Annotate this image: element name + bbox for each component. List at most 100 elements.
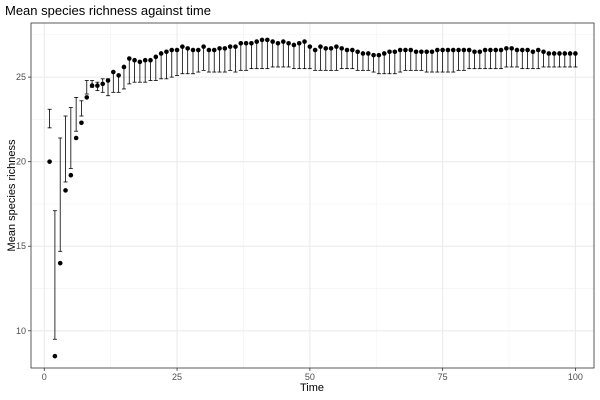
data-point xyxy=(493,47,499,53)
y-axis-label: Mean species richness xyxy=(6,139,18,251)
data-point xyxy=(546,51,552,56)
plot-panel xyxy=(31,23,594,368)
data-point xyxy=(259,37,265,43)
x-axis-label: Time xyxy=(300,382,324,394)
data-point xyxy=(132,57,137,63)
data-point xyxy=(63,188,68,193)
data-point xyxy=(392,49,398,55)
data-point xyxy=(551,51,557,56)
data-point xyxy=(84,95,90,100)
x-tick-label: 0 xyxy=(42,372,47,382)
data-point xyxy=(525,47,530,53)
data-point xyxy=(323,46,329,51)
data-point xyxy=(339,46,345,51)
data-point xyxy=(371,52,376,58)
data-point xyxy=(185,46,190,51)
data-point xyxy=(286,40,291,46)
data-point xyxy=(440,47,445,53)
data-point xyxy=(79,120,84,126)
data-point xyxy=(429,49,435,55)
data-point xyxy=(111,69,116,75)
data-point xyxy=(482,47,488,53)
data-point xyxy=(403,47,408,53)
data-point xyxy=(57,260,63,266)
data-point xyxy=(206,47,212,53)
data-point xyxy=(52,353,58,359)
data-point xyxy=(291,42,297,48)
y-tick-label: 10 xyxy=(16,326,26,336)
data-point xyxy=(265,37,270,43)
data-point xyxy=(270,39,275,44)
data-point xyxy=(541,49,546,55)
data-point xyxy=(211,47,217,53)
data-point xyxy=(47,159,52,164)
data-point xyxy=(190,47,196,53)
data-point xyxy=(227,44,233,49)
data-point xyxy=(318,44,323,49)
y-tick-label: 25 xyxy=(16,72,26,82)
data-point xyxy=(312,47,318,53)
data-point xyxy=(174,47,180,53)
data-point xyxy=(169,47,175,53)
data-point xyxy=(413,49,419,55)
data-point xyxy=(142,57,148,63)
chart-title: Mean species richness against time xyxy=(5,3,211,18)
data-point xyxy=(466,47,472,53)
data-point xyxy=(158,51,164,56)
data-points xyxy=(47,37,578,359)
data-point xyxy=(419,49,424,55)
data-point xyxy=(477,49,483,55)
y-tick-label: 20 xyxy=(16,157,26,167)
grid-lines xyxy=(31,23,594,368)
data-point xyxy=(296,40,302,46)
data-point xyxy=(472,49,477,55)
data-point xyxy=(519,47,525,53)
data-point xyxy=(217,46,222,51)
data-point xyxy=(376,52,382,58)
data-point xyxy=(148,57,153,63)
data-point xyxy=(397,47,403,53)
data-point xyxy=(201,44,206,49)
data-point xyxy=(196,47,201,53)
data-point xyxy=(461,47,467,53)
data-point xyxy=(450,47,456,53)
x-tick-label: 50 xyxy=(305,372,315,382)
data-point xyxy=(435,47,440,53)
data-point xyxy=(498,47,504,53)
data-point xyxy=(514,47,520,53)
data-point xyxy=(456,47,461,53)
data-point xyxy=(488,47,493,53)
data-point xyxy=(68,172,74,178)
data-point xyxy=(355,49,360,55)
data-point xyxy=(360,51,366,56)
data-point xyxy=(445,47,451,53)
data-point xyxy=(126,56,132,61)
data-point xyxy=(280,39,286,44)
data-point xyxy=(573,51,578,56)
data-point xyxy=(105,78,111,83)
data-point xyxy=(89,83,95,88)
data-point xyxy=(504,46,509,51)
data-point xyxy=(180,44,185,49)
y-tick-label: 15 xyxy=(16,241,26,251)
data-point xyxy=(562,51,568,56)
data-point xyxy=(100,81,106,87)
data-point xyxy=(408,47,414,53)
x-axis-ticks: 0 25 50 75 100 xyxy=(42,368,583,382)
data-point xyxy=(509,46,514,51)
data-point xyxy=(249,40,254,46)
data-point xyxy=(275,40,281,46)
data-point xyxy=(365,51,371,56)
data-point xyxy=(153,54,159,60)
data-point xyxy=(567,51,573,56)
data-point xyxy=(233,44,238,49)
data-point xyxy=(557,51,562,56)
x-tick-label: 75 xyxy=(438,372,448,382)
data-point xyxy=(164,49,169,55)
x-tick-label: 100 xyxy=(568,372,583,382)
data-point xyxy=(535,47,541,53)
data-point xyxy=(121,64,127,70)
data-point xyxy=(238,40,244,46)
data-point xyxy=(116,73,121,78)
